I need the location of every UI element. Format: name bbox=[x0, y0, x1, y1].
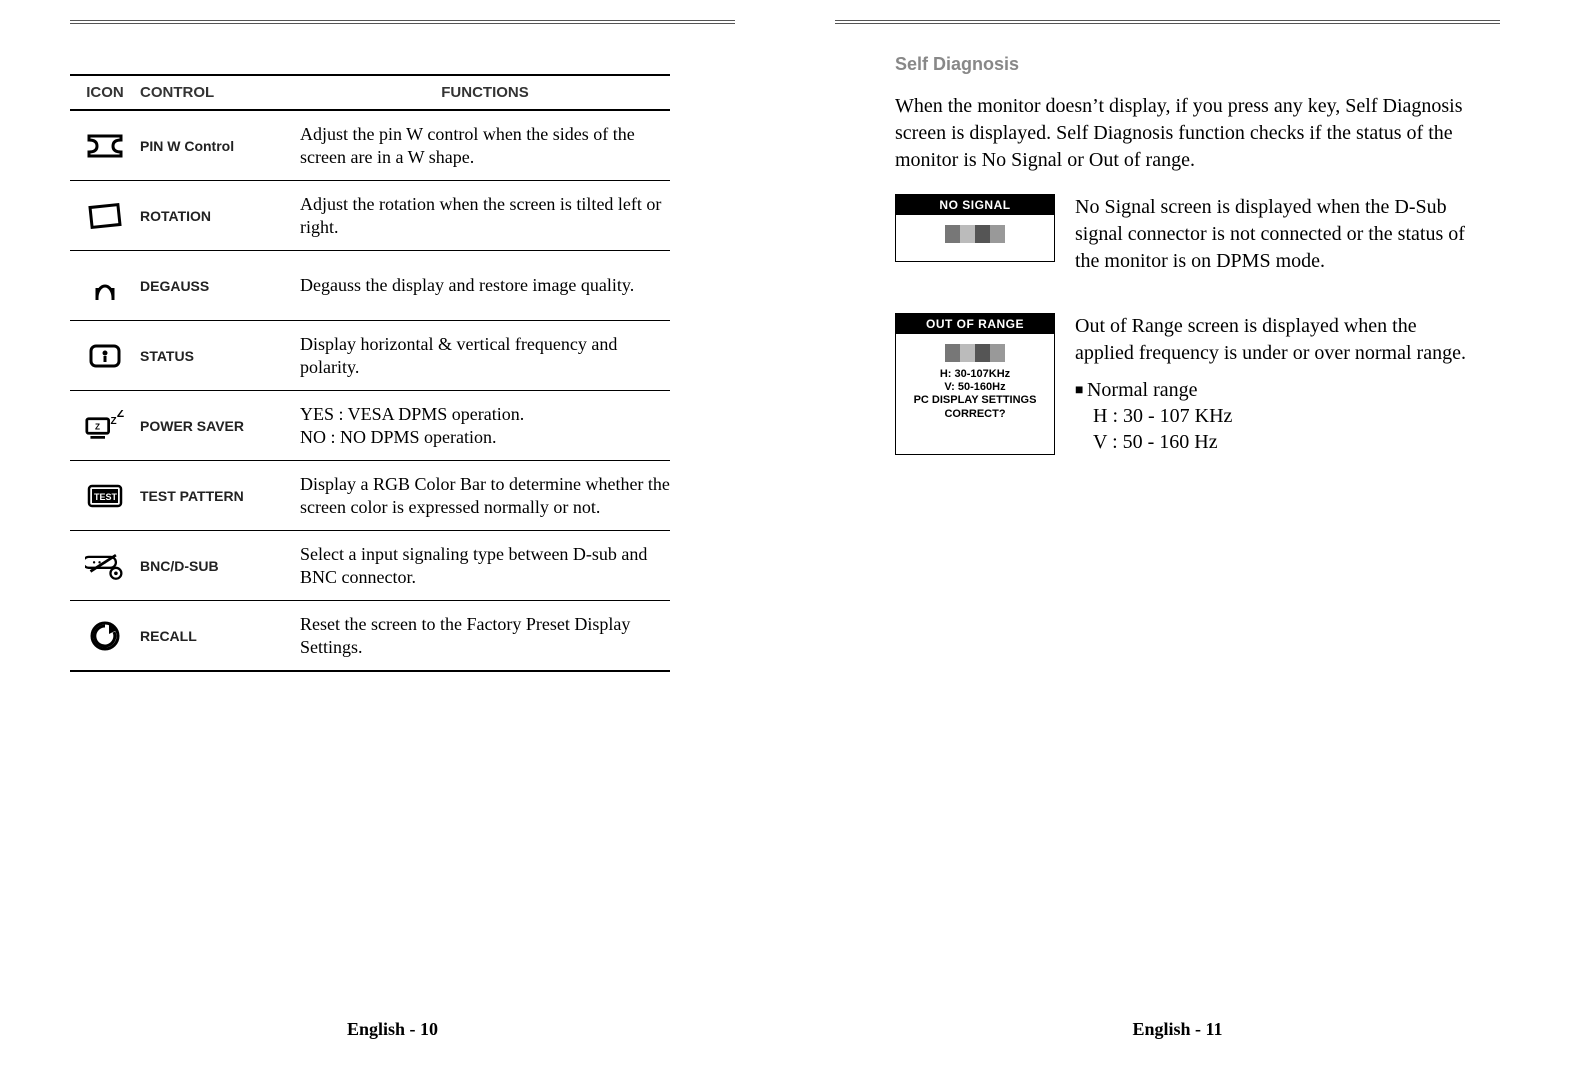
intro-text: When the monitor doesn’t display, if you… bbox=[895, 93, 1480, 174]
range-msg2: CORRECT? bbox=[896, 408, 1054, 421]
table-row: ROTATION Adjust the rotation when the sc… bbox=[70, 181, 670, 251]
range-v: V: 50-160Hz bbox=[896, 381, 1054, 394]
controls-table: ICON CONTROL FUNCTIONS PIN W Control Adj… bbox=[70, 74, 670, 672]
table-row: DEGAUSS Degauss the display and restore … bbox=[70, 251, 670, 321]
page-left: ICON CONTROL FUNCTIONS PIN W Control Adj… bbox=[0, 0, 785, 1070]
bar bbox=[975, 344, 990, 362]
function-text: Degauss the display and restore image qu… bbox=[300, 274, 670, 297]
normal-range-title: Normal range bbox=[1075, 377, 1480, 403]
control-label: RECALL bbox=[140, 628, 300, 644]
out-of-range-text: Out of Range screen is displayed when th… bbox=[1075, 313, 1480, 367]
no-signal-header: NO SIGNAL bbox=[896, 195, 1054, 215]
bar bbox=[975, 225, 990, 243]
bar bbox=[945, 225, 960, 243]
control-label: STATUS bbox=[140, 348, 300, 364]
status-icon bbox=[70, 340, 140, 372]
header-control: CONTROL bbox=[140, 84, 300, 101]
function-text: Adjust the pin W control when the sides … bbox=[300, 123, 670, 168]
no-signal-text-wrap: No Signal screen is displayed when the D… bbox=[1075, 194, 1480, 285]
normal-range-list: Normal range H : 30 - 107 KHz V : 50 - 1… bbox=[1075, 377, 1480, 455]
range-h: H: 30-107KHz bbox=[896, 368, 1054, 381]
normal-range-h: H : 30 - 107 KHz bbox=[1075, 403, 1480, 429]
bar bbox=[990, 344, 1005, 362]
table-header: ICON CONTROL FUNCTIONS bbox=[70, 74, 670, 111]
table-row: RECALL Reset the screen to the Factory P… bbox=[70, 601, 670, 672]
out-of-range-block: OUT OF RANGE H: 30-107KHz V: 50-160Hz PC… bbox=[895, 313, 1480, 455]
page-number-right: English - 11 bbox=[835, 1019, 1520, 1040]
function-text: Select a input signaling type between D-… bbox=[300, 543, 670, 588]
function-text: Display a RGB Color Bar to determine whe… bbox=[300, 473, 670, 518]
pin-w-icon bbox=[70, 130, 140, 162]
degauss-icon bbox=[70, 270, 140, 302]
svg-text:Z: Z bbox=[110, 416, 116, 427]
function-text: Adjust the rotation when the screen is t… bbox=[300, 193, 670, 238]
control-label: DEGAUSS bbox=[140, 278, 300, 294]
page-number-left: English - 10 bbox=[50, 1019, 735, 1040]
table-row: BNC/D-SUB Select a input signaling type … bbox=[70, 531, 670, 601]
rotation-icon bbox=[70, 200, 140, 232]
table-row: STATUS Display horizontal & vertical fre… bbox=[70, 321, 670, 391]
no-signal-block: NO SIGNAL No Signal screen is displayed … bbox=[895, 194, 1480, 285]
bar bbox=[960, 225, 975, 243]
function-text: YES : VESA DPMS operation. NO : NO DPMS … bbox=[300, 403, 670, 448]
bar bbox=[990, 225, 1005, 243]
control-label: TEST PATTERN bbox=[140, 488, 300, 504]
color-bars bbox=[945, 344, 1005, 362]
page-right: Self Diagnosis When the monitor doesn’t … bbox=[785, 0, 1570, 1070]
color-bars bbox=[945, 225, 1005, 243]
test-pattern-icon: TEST bbox=[70, 480, 140, 512]
table-row: ZZZ POWER SAVER YES : VESA DPMS operatio… bbox=[70, 391, 670, 461]
svg-text:Z: Z bbox=[95, 422, 100, 431]
function-text: Display horizontal & vertical frequency … bbox=[300, 333, 670, 378]
no-signal-screen: NO SIGNAL bbox=[895, 194, 1055, 262]
bar bbox=[960, 344, 975, 362]
out-of-range-text-wrap: Out of Range screen is displayed when th… bbox=[1075, 313, 1480, 455]
svg-text:Z: Z bbox=[117, 410, 124, 420]
range-msg1: PC DISPLAY SETTINGS bbox=[896, 394, 1054, 407]
bnc-dsub-icon bbox=[70, 550, 140, 582]
control-label: PIN W Control bbox=[140, 138, 300, 154]
top-rule-right bbox=[835, 20, 1500, 24]
control-label: ROTATION bbox=[140, 208, 300, 224]
function-text: Reset the screen to the Factory Preset D… bbox=[300, 613, 670, 658]
control-label: BNC/D-SUB bbox=[140, 558, 300, 574]
header-functions: FUNCTIONS bbox=[300, 84, 670, 101]
power-saver-icon: ZZZ bbox=[70, 410, 140, 442]
section-title: Self Diagnosis bbox=[895, 54, 1480, 75]
recall-icon bbox=[70, 620, 140, 652]
out-of-range-screen: OUT OF RANGE H: 30-107KHz V: 50-160Hz PC… bbox=[895, 313, 1055, 455]
table-row: TEST TEST PATTERN Display a RGB Color Ba… bbox=[70, 461, 670, 531]
top-rule-left bbox=[70, 20, 735, 24]
right-content: Self Diagnosis When the monitor doesn’t … bbox=[835, 54, 1520, 455]
no-signal-text: No Signal screen is displayed when the D… bbox=[1075, 194, 1480, 275]
table-row: PIN W Control Adjust the pin W control w… bbox=[70, 111, 670, 181]
header-icon: ICON bbox=[70, 84, 140, 101]
svg-text:TEST: TEST bbox=[94, 492, 118, 502]
bar bbox=[945, 344, 960, 362]
normal-range-v: V : 50 - 160 Hz bbox=[1075, 429, 1480, 455]
out-of-range-header: OUT OF RANGE bbox=[896, 314, 1054, 334]
control-label: POWER SAVER bbox=[140, 418, 300, 434]
